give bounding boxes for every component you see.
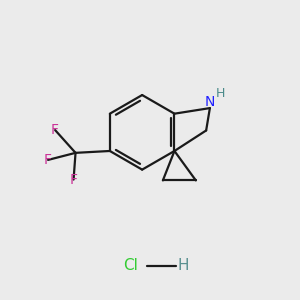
Text: N: N <box>205 95 215 109</box>
Text: F: F <box>44 153 52 167</box>
Text: H: H <box>178 258 189 273</box>
Text: Cl: Cl <box>123 258 138 273</box>
Text: H: H <box>216 87 226 100</box>
Text: F: F <box>51 123 59 137</box>
Text: F: F <box>70 172 78 187</box>
